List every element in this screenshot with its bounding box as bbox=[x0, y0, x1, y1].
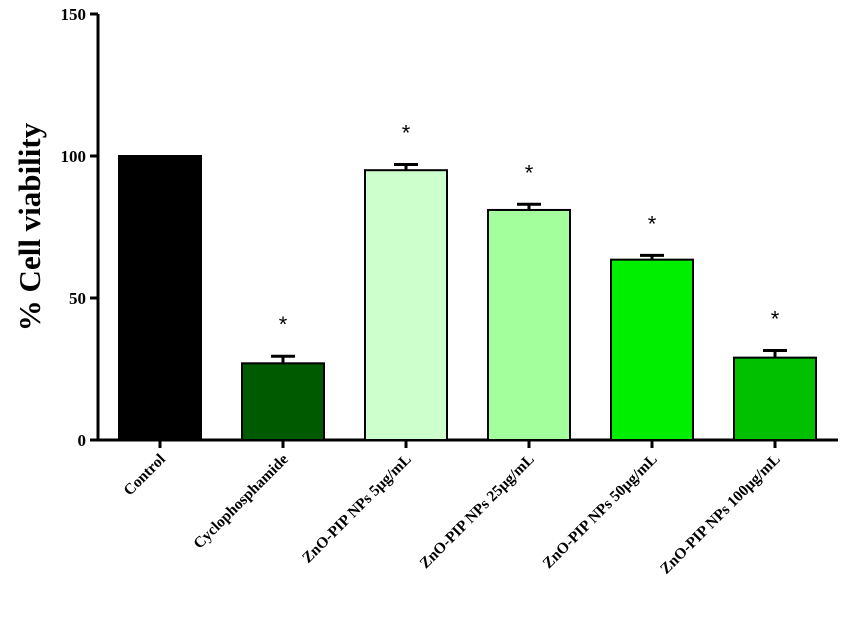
y-axis-title: % Cell viability bbox=[12, 122, 47, 331]
y-tick-label: 150 bbox=[61, 5, 87, 24]
x-tick-label: ZnO-PIP NPs 25µg/mL bbox=[417, 451, 538, 572]
y-tick-label: 50 bbox=[69, 289, 86, 308]
significance-marker: * bbox=[648, 211, 657, 236]
x-tick-label: Cyclophosphamide bbox=[190, 451, 292, 553]
bar bbox=[118, 155, 202, 441]
bars: * * * * * bbox=[118, 121, 817, 442]
x-tick-label: ZnO-PIP NPs 50µg/mL bbox=[540, 451, 661, 572]
significance-marker: * bbox=[402, 121, 411, 146]
bar bbox=[487, 208, 571, 441]
y-tick-label: 0 bbox=[78, 431, 87, 450]
bar bbox=[364, 169, 448, 441]
x-tick-label: Control bbox=[120, 450, 169, 499]
y-tick-label: 100 bbox=[61, 147, 87, 166]
significance-marker: * bbox=[279, 312, 288, 337]
bar bbox=[241, 362, 325, 442]
significance-marker: * bbox=[525, 160, 534, 185]
bar bbox=[733, 356, 817, 442]
x-tick-labels: Control Cyclophosphamide ZnO-PIP NPs 5µg/m… bbox=[120, 440, 784, 578]
y-ticks: 0 50 100 150 bbox=[61, 5, 98, 450]
y-axis: 0 50 100 150 bbox=[61, 5, 100, 450]
bar bbox=[610, 258, 694, 441]
x-tick-label: ZnO-PIP NPs 5µg/mL bbox=[299, 451, 415, 567]
x-tick-label: ZnO-PIP NPs 100µg/mL bbox=[657, 451, 784, 578]
significance-marker: * bbox=[771, 307, 780, 332]
